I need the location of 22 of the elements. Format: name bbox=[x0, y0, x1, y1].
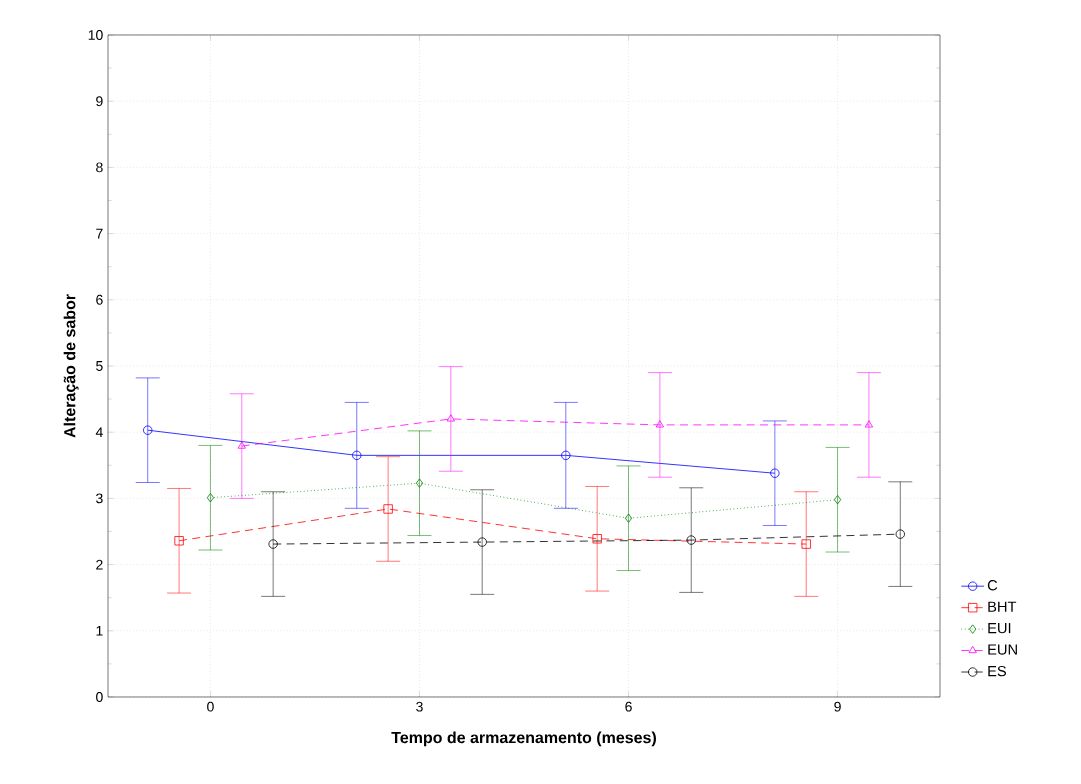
legend-label: C bbox=[987, 580, 998, 591]
legend-label: EUN bbox=[988, 644, 1017, 655]
legend-label: EUI bbox=[988, 623, 1011, 634]
y-tick-label: 5 bbox=[96, 361, 103, 371]
y-tick-label: 1 bbox=[96, 625, 103, 636]
x-tick-label: 3 bbox=[416, 701, 423, 712]
y-tick-label: 9 bbox=[96, 96, 103, 107]
y-tick-label: 8 bbox=[96, 162, 103, 173]
y-tick-label: 0 bbox=[96, 692, 103, 702]
legend-label: BHT bbox=[988, 601, 1017, 612]
y-tick-label: 3 bbox=[96, 493, 103, 504]
x-axis-title: Tempo de armazenamento (meses) bbox=[391, 731, 656, 747]
legend-label: ES bbox=[988, 665, 1007, 677]
y-tick-label: 7 bbox=[96, 228, 103, 239]
y-tick-label: 6 bbox=[96, 294, 103, 305]
x-tick-label: 6 bbox=[625, 701, 632, 712]
x-tick-label: 0 bbox=[207, 701, 214, 712]
x-tick-label: 9 bbox=[834, 701, 841, 712]
y-tick-label: 10 bbox=[88, 30, 103, 40]
y-tick-label: 4 bbox=[95, 427, 103, 437]
y-axis-title: Alteração de sabor bbox=[63, 294, 79, 438]
y-tick-label: 2 bbox=[96, 559, 103, 570]
